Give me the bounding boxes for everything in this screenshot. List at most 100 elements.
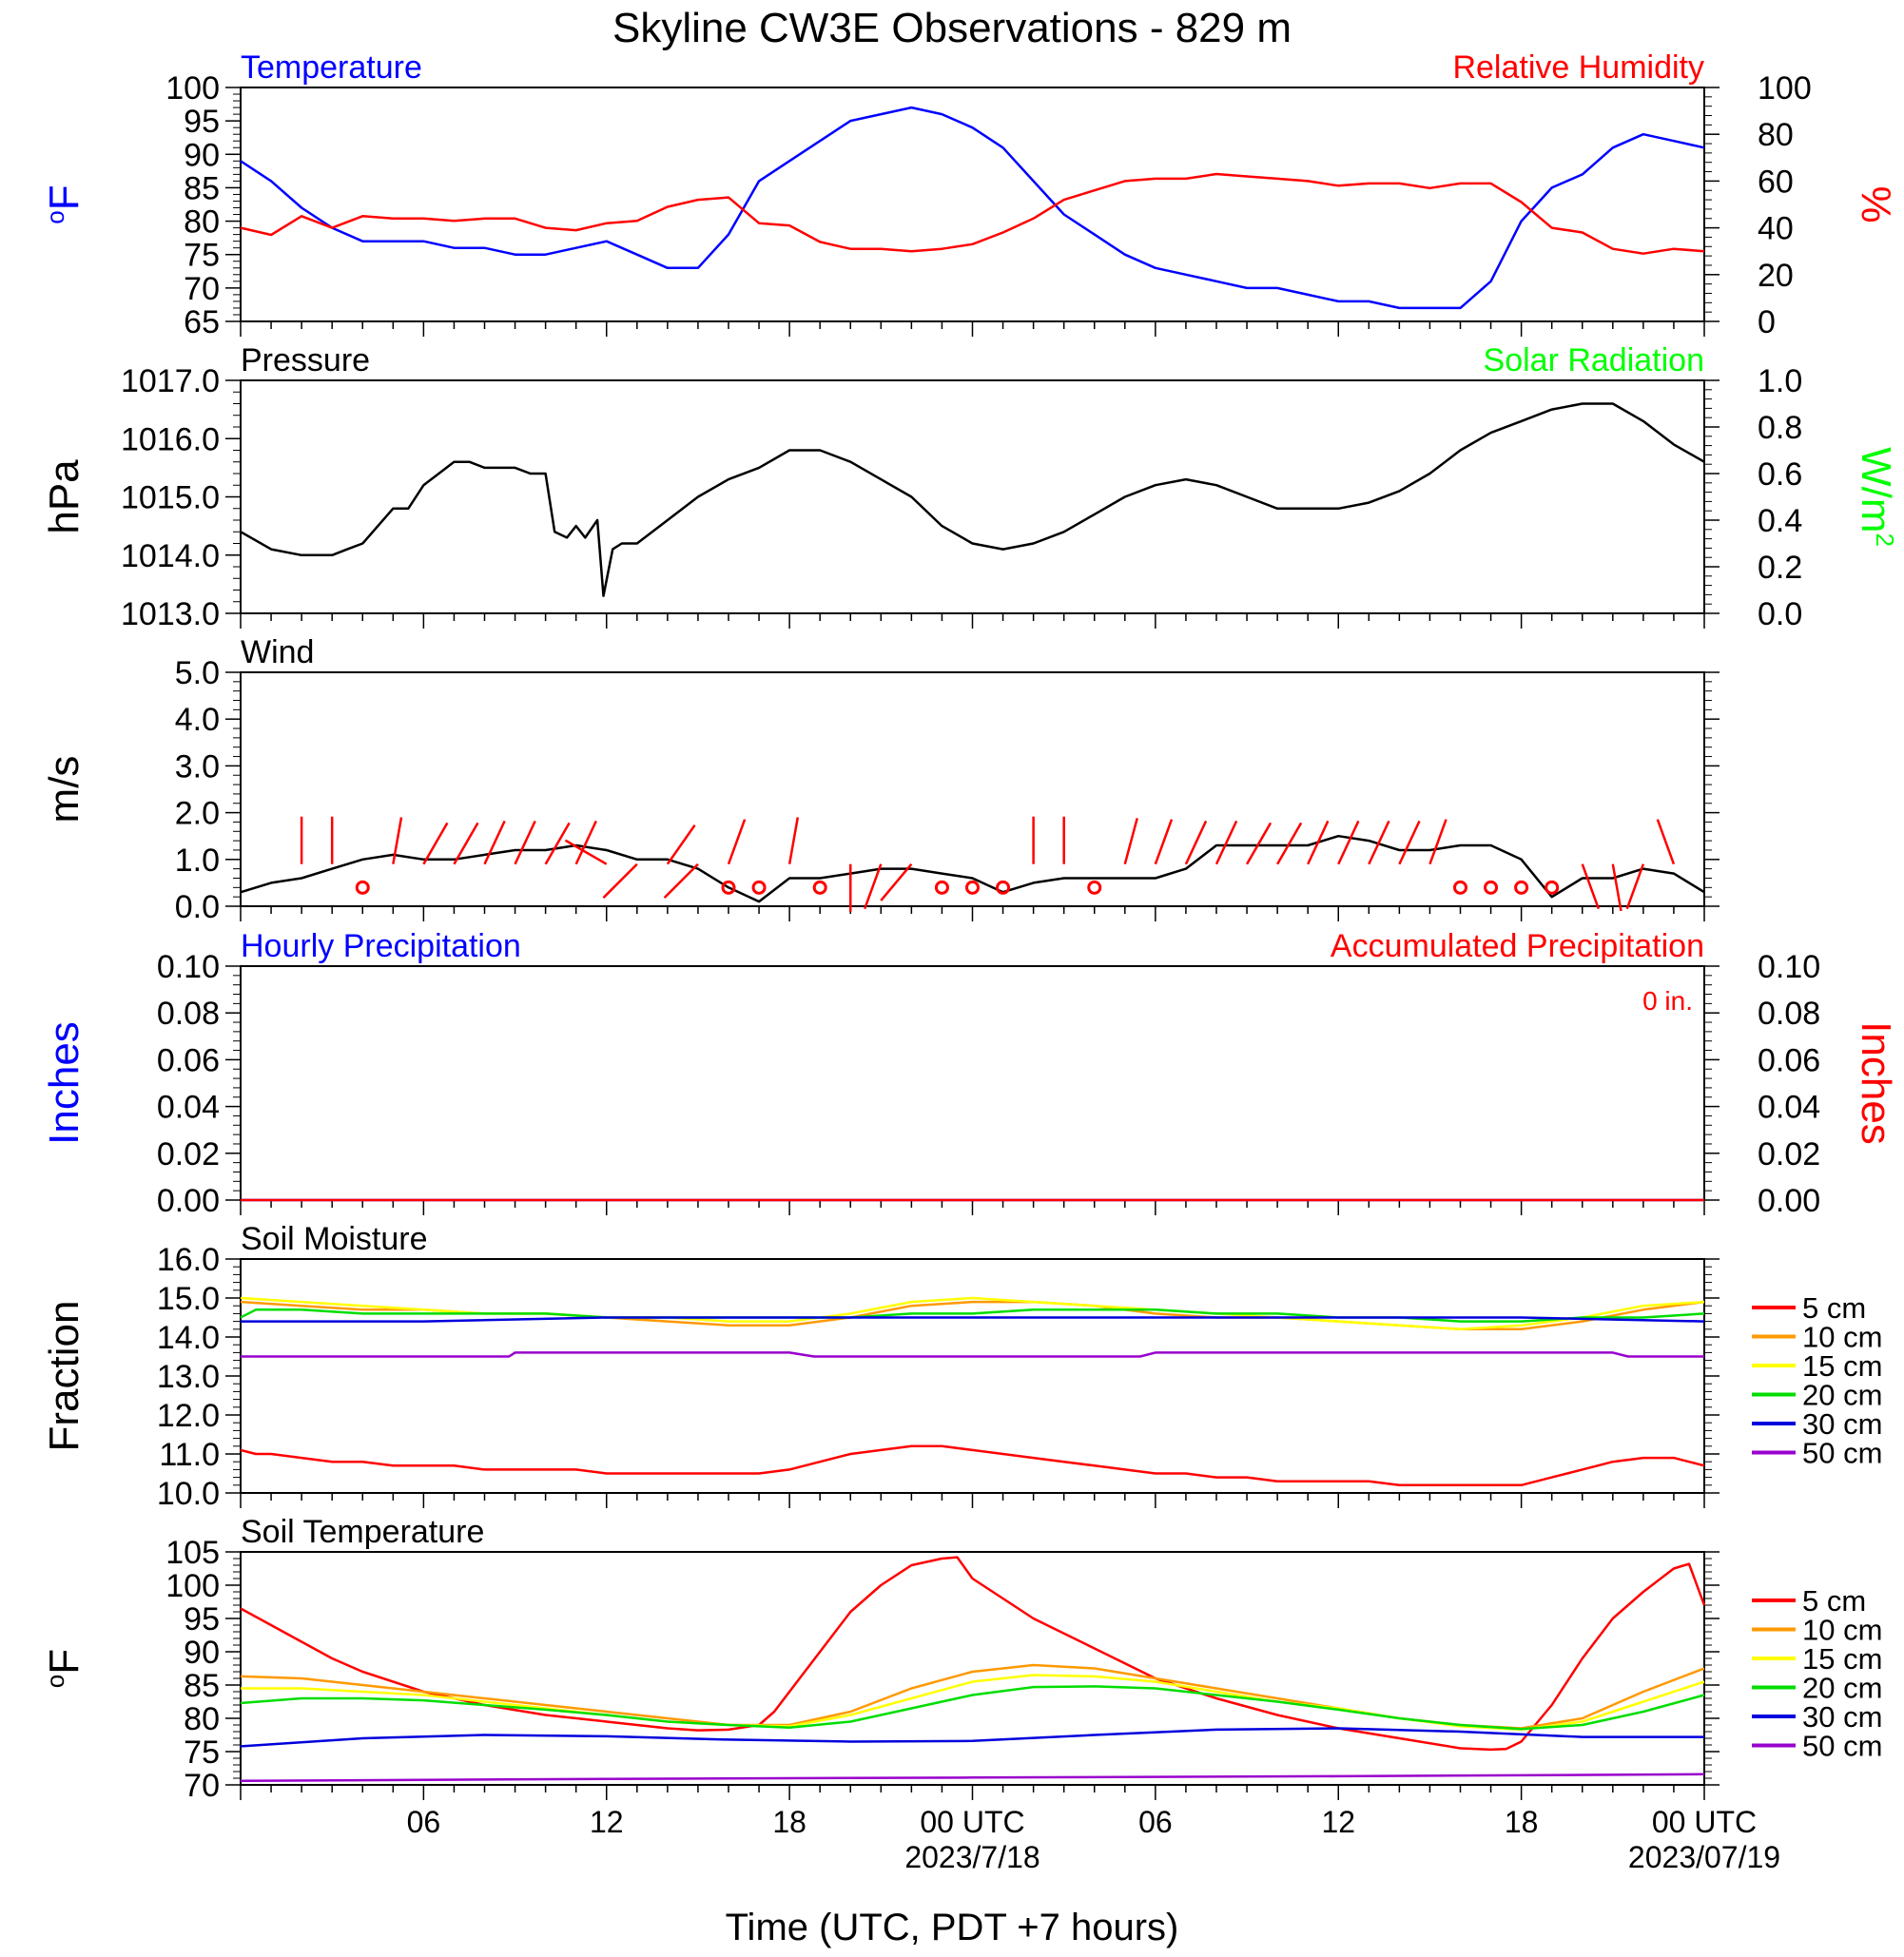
wind-barb: [1276, 822, 1303, 865]
panel-title-left: Pressure: [241, 342, 370, 378]
y-tick-label-left: 14.0: [157, 1320, 220, 1356]
series-line-wind: [240, 834, 1705, 903]
wind-barb: [1307, 820, 1330, 865]
y-tick-label-right: 0.06: [1758, 1042, 1820, 1078]
panel-title-left: Soil Temperature: [241, 1514, 484, 1550]
plot-frame: [240, 379, 1705, 614]
wind-barb: [483, 820, 506, 865]
y-tick-label-left: 16.0: [157, 1242, 220, 1278]
series-line-50-cm: [241, 1351, 1704, 1358]
x-axis-title: Time (UTC, PDT +7 hours): [726, 1907, 1179, 1948]
y-tick-label-right: 0.2: [1758, 550, 1802, 586]
y-axis-title-right: Inches: [1853, 1021, 1899, 1145]
panel-title-left: Temperature: [241, 49, 422, 86]
wind-barb: [1581, 863, 1601, 910]
panel-title-right: Solar Radiation: [1484, 342, 1704, 378]
y-axis-title-left: m/s: [41, 756, 87, 823]
wind-barb: [544, 822, 571, 865]
wind-barb: [1611, 863, 1622, 912]
wind-calm-marker: [812, 880, 827, 895]
series-line-pressure: [240, 402, 1705, 597]
y-tick-label-right: 100: [1758, 70, 1812, 107]
y-tick-label-right: 0.02: [1758, 1136, 1820, 1172]
x-tick-label: 06: [1138, 1805, 1173, 1839]
accumulated-total: 0 in.: [1642, 986, 1693, 1016]
panel-pressure-solar: 1013.0 1014.0 1015.0 1016.0 1017.0 0.0 0.2 0.4 0…: [41, 342, 1899, 632]
y-tick-label-right: 0.04: [1758, 1090, 1820, 1126]
wind-calm-marker: [355, 880, 370, 895]
y-tick-label-right: 40: [1758, 211, 1794, 247]
plot-frame: [240, 671, 1705, 907]
wind-barb: [727, 819, 747, 865]
legend-label: 20 cm: [1802, 1379, 1882, 1412]
y-tick-label-left: 80: [184, 1701, 220, 1737]
wind-barb: [1368, 820, 1390, 865]
panels: 65707580859095100020406080100Temperature…: [41, 49, 1899, 1874]
series-line-15-cm: [241, 1674, 1705, 1732]
wind-calm-marker: [996, 880, 1011, 895]
wind-barb: [602, 862, 638, 899]
wind-barb: [1184, 820, 1208, 865]
y-tick-label-right: 0: [1758, 304, 1776, 340]
wind-barb: [666, 824, 696, 865]
wind-barb: [574, 820, 597, 865]
y-tick-label-left: 85: [184, 1668, 220, 1704]
wind-barb: [1656, 819, 1676, 865]
y-tick-label-right: 0.8: [1758, 410, 1802, 446]
wind-barb: [1428, 819, 1447, 865]
wind-barb: [663, 862, 699, 899]
legend-label: 50 cm: [1802, 1730, 1882, 1763]
y-tick-label-left: 95: [184, 104, 220, 140]
panel-title-left: Hourly Precipitation: [241, 928, 521, 964]
y-tick-label-right: 0.4: [1758, 503, 1802, 539]
wind-barb: [1245, 822, 1273, 865]
wind-barb: [1398, 820, 1421, 865]
y-axis-title-left: Inches: [41, 1021, 87, 1145]
wind-calm-marker: [721, 880, 736, 895]
series-line-10-cm: [240, 1300, 1705, 1331]
panel-title-left: Soil Moisture: [241, 1221, 428, 1257]
series-line-10-cm: [240, 1663, 1705, 1730]
wind-calm-marker: [1484, 880, 1499, 895]
plot-frame: [240, 1258, 1705, 1494]
y-tick-label-left: 90: [184, 1635, 220, 1671]
y-tick-label-right: 1.0: [1758, 363, 1802, 399]
y-tick-label-left: 0.06: [157, 1042, 220, 1078]
y-tick-label-left: 65: [184, 304, 220, 340]
series-line-5-cm: [240, 1444, 1705, 1487]
legend-label: 5 cm: [1802, 1291, 1866, 1325]
figure-title: Skyline CW3E Observations - 829 m: [612, 5, 1292, 51]
wind-barb: [453, 822, 479, 865]
y-tick-label-left: 4.0: [175, 702, 220, 738]
y-tick-label-left: 90: [184, 137, 220, 173]
y-axis-title-left: hPa: [41, 459, 87, 534]
legend-label: 30 cm: [1802, 1407, 1882, 1441]
y-tick-label-left: 11.0: [159, 1437, 220, 1473]
y-tick-label-left: 5.0: [175, 655, 220, 691]
wind-calm-marker: [934, 880, 949, 895]
y-tick-label-left: 3.0: [175, 748, 220, 785]
y-tick-label-left: 0.02: [157, 1136, 220, 1172]
series-line-5-cm: [240, 1556, 1706, 1752]
series-line-temperature: [240, 106, 1705, 310]
wind-calm-marker: [751, 880, 767, 895]
legend-label: 10 cm: [1802, 1321, 1882, 1354]
wind-barb: [1154, 819, 1174, 865]
y-tick-label-left: 13.0: [157, 1359, 220, 1395]
y-tick-label-right: 0.10: [1758, 949, 1820, 985]
y-tick-label-right: 20: [1758, 258, 1794, 294]
x-tick-label: 00 UTC: [1652, 1805, 1757, 1839]
panel-title-right: Relative Humidity: [1452, 49, 1704, 86]
legend-label: 50 cm: [1802, 1437, 1882, 1470]
legend-label: 15 cm: [1802, 1349, 1882, 1383]
wind-barb: [422, 822, 449, 865]
x-tick-label: 00 UTC: [920, 1805, 1024, 1839]
panel-title-left: Wind: [241, 634, 314, 670]
y-tick-label-left: 0.08: [157, 996, 220, 1032]
y-axis-title-left: oF: [41, 1649, 87, 1688]
wind-calm-marker: [1514, 880, 1529, 895]
series-line-20-cm: [240, 1685, 1705, 1731]
y-tick-label-left: 0.0: [175, 889, 220, 925]
